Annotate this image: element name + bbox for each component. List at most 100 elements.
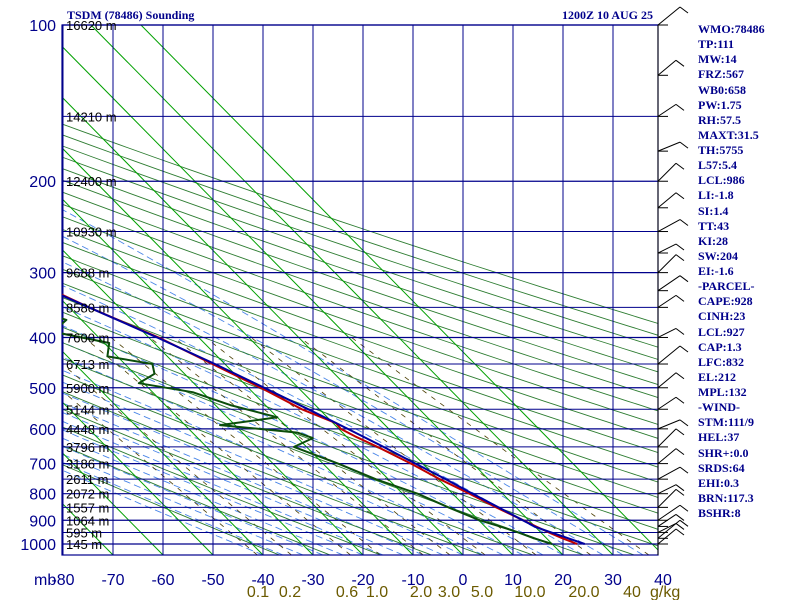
wind-barb-flag bbox=[675, 396, 685, 404]
wind-barb bbox=[657, 519, 689, 539]
height-label: 4448 m bbox=[66, 422, 109, 437]
index-item: TT:43 bbox=[698, 218, 730, 233]
height-label: 2611 m bbox=[66, 472, 108, 487]
dry-adiabat bbox=[62, 426, 381, 555]
dry-adiabat bbox=[62, 191, 658, 399]
index-item: MW:14 bbox=[698, 52, 737, 67]
wind-barb-staff bbox=[657, 396, 677, 410]
dry-adiabat bbox=[62, 374, 534, 555]
index-item: BRN:117.3 bbox=[698, 490, 754, 505]
isotherm-line bbox=[140, 25, 658, 551]
wind-barb-flag bbox=[675, 254, 685, 262]
index-item: L57:5.4 bbox=[698, 158, 737, 173]
wind-barb bbox=[657, 488, 685, 508]
wind-barb-flag bbox=[675, 162, 685, 170]
temperature-tick-label: 20 bbox=[554, 572, 572, 589]
wind-barb-staff bbox=[657, 419, 681, 430]
wind-barb bbox=[657, 504, 689, 521]
isotherm-line bbox=[0, 25, 13, 555]
temperature-tick-label: -50 bbox=[201, 572, 224, 589]
moist-adiabat bbox=[62, 402, 424, 555]
mixing-ratio-line bbox=[351, 337, 650, 555]
isotherm-line bbox=[62, 96, 514, 555]
wind-barb bbox=[657, 419, 689, 430]
isotherm-line bbox=[62, 299, 314, 555]
wind-barb-flag bbox=[679, 519, 689, 527]
temperature-tick-label: -10 bbox=[401, 572, 424, 589]
moist-adiabat bbox=[62, 392, 444, 555]
pressure-tick-label: 800 bbox=[29, 487, 56, 504]
isotherm-line bbox=[62, 45, 564, 555]
height-label: 1557 m bbox=[66, 500, 109, 515]
wind-barb bbox=[657, 192, 685, 209]
dry-adiabat bbox=[62, 167, 658, 373]
mixing-ratio-unit-label: g/kg bbox=[650, 584, 680, 600]
mixing-ratio-tick-label: 0.1 bbox=[247, 584, 269, 600]
sounding-profiles bbox=[62, 293, 586, 545]
wind-barb-staff bbox=[657, 275, 681, 292]
index-item: SRDS:64 bbox=[698, 460, 745, 475]
wind-barb-staff bbox=[657, 504, 681, 521]
wind-barb-flag bbox=[675, 328, 685, 335]
temperature-tick-label: -70 bbox=[101, 572, 124, 589]
dry-adiabat bbox=[62, 296, 658, 514]
wind-barb-flag bbox=[675, 243, 685, 251]
dry-adiabat bbox=[62, 179, 658, 386]
wind-barb-staff bbox=[657, 528, 677, 545]
height-label: 145 m bbox=[66, 537, 102, 552]
mixing-ratio-line bbox=[110, 337, 381, 555]
wind-barb-flag bbox=[675, 484, 685, 492]
mixing-ratio-tick-label: 40 bbox=[623, 584, 641, 600]
wind-barb bbox=[657, 294, 685, 308]
height-label: 1064 m bbox=[66, 513, 109, 528]
height-label: 5900 m bbox=[66, 381, 109, 396]
isotherm-line bbox=[90, 25, 614, 555]
temperature-tick-label: 0 bbox=[459, 572, 468, 589]
wind-barb bbox=[657, 466, 689, 480]
isotherm-line bbox=[62, 400, 214, 555]
mixing-ratio-tick-label: 0.2 bbox=[279, 584, 301, 600]
index-item: BSHR:8 bbox=[698, 506, 741, 520]
wind-barb-flag bbox=[675, 488, 685, 496]
wind-barb-staff bbox=[657, 484, 677, 495]
wind-barb-staff bbox=[657, 522, 677, 533]
wind-barb-flag bbox=[675, 103, 685, 111]
temperature-tick-label: 10 bbox=[504, 572, 522, 589]
index-item: MAXT:31.5 bbox=[698, 127, 759, 142]
wind-barb-staff bbox=[657, 192, 677, 209]
mixing-ratio-tick-label: 3.0 bbox=[438, 584, 460, 600]
wind-barb-staff bbox=[657, 448, 677, 464]
wind-barbs-column bbox=[657, 6, 689, 555]
valid-time: 1200Z 10 AUG 25 bbox=[562, 8, 654, 22]
mixing-ratio-tick-label: 5.0 bbox=[471, 584, 493, 600]
mixing-ratio-line bbox=[83, 337, 351, 555]
isotherm-line bbox=[62, 350, 264, 555]
wind-barb-staff bbox=[657, 428, 677, 448]
wind-barb bbox=[657, 59, 685, 76]
pressure-tick-label: 1000 bbox=[20, 537, 56, 554]
wind-barb-flag bbox=[675, 448, 685, 456]
index-item: -PARCEL- bbox=[698, 279, 755, 294]
index-item: EL:212 bbox=[698, 369, 737, 384]
dry-adiabat bbox=[62, 255, 658, 468]
wind-barb bbox=[657, 103, 685, 117]
wind-barb-staff bbox=[657, 328, 677, 338]
temperature-tick-label: -40 bbox=[251, 572, 274, 589]
pressure-unit-label: mb bbox=[34, 572, 56, 589]
wind-barb-flag bbox=[675, 514, 685, 521]
dry-adiabat bbox=[62, 444, 331, 555]
dry-adiabat bbox=[62, 357, 584, 555]
height-labels: 16620 m 14210 m 12400 m 10930 m 9688 m 8580 m… bbox=[66, 18, 117, 552]
index-item: LFC:832 bbox=[698, 354, 744, 369]
wind-barb bbox=[657, 162, 685, 182]
dry-adiabat bbox=[62, 228, 658, 439]
isotherm-line bbox=[62, 451, 164, 555]
dry-adiabat bbox=[62, 408, 432, 555]
plot-frame bbox=[61, 24, 659, 556]
wind-barb bbox=[657, 275, 689, 292]
wind-barb-flag bbox=[675, 192, 685, 200]
wind-barb bbox=[657, 6, 689, 26]
index-item: LCL:986 bbox=[698, 173, 745, 188]
index-item: PW:1.75 bbox=[698, 97, 742, 112]
wind-barb-flag bbox=[679, 345, 689, 353]
